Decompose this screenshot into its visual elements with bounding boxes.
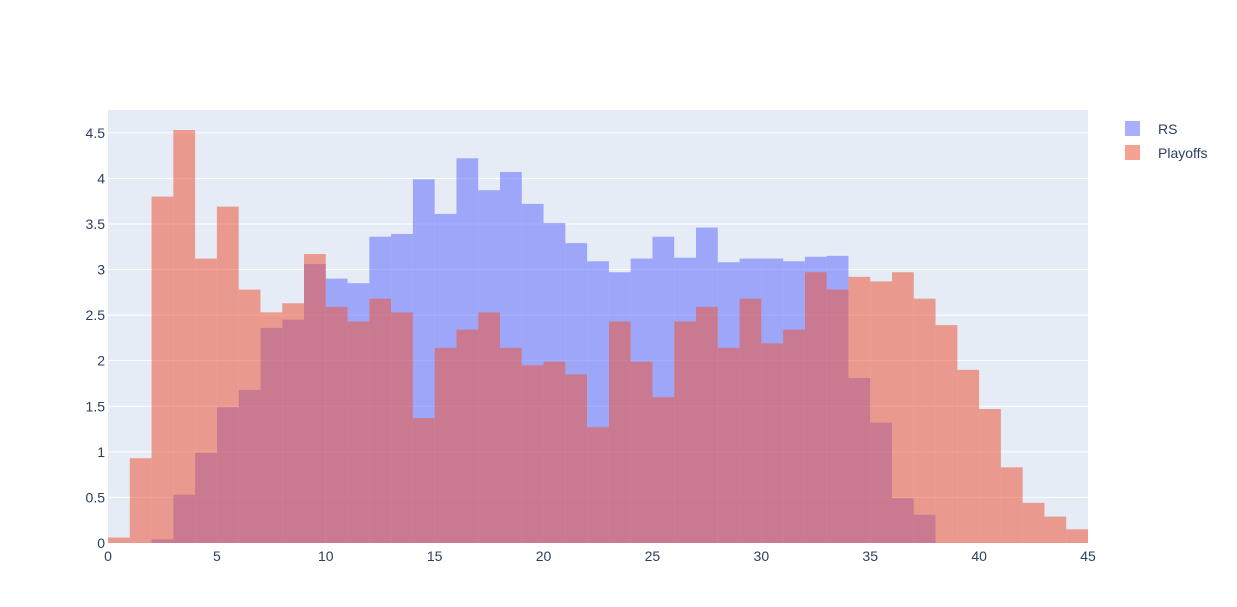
histogram-bars <box>108 130 1088 544</box>
legend-item-rs[interactable]: RS <box>1125 121 1177 137</box>
bar-playoffs[interactable] <box>935 325 958 543</box>
bar-playoffs[interactable] <box>347 321 370 543</box>
bar-playoffs[interactable] <box>652 397 675 543</box>
legend-label-playoffs: Playoffs <box>1158 145 1208 161</box>
bar-playoffs[interactable] <box>608 321 631 543</box>
bar-playoffs[interactable] <box>848 276 871 543</box>
y-tick-label: 1 <box>97 444 105 460</box>
bar-playoffs[interactable] <box>913 298 936 543</box>
bar-playoffs[interactable] <box>151 196 174 543</box>
bar-playoffs[interactable] <box>434 347 457 543</box>
x-tick-label: 20 <box>536 548 552 564</box>
bar-playoffs[interactable] <box>674 321 696 543</box>
y-tick-label: 3 <box>97 262 105 278</box>
bar-playoffs[interactable] <box>500 347 522 543</box>
bar-playoffs[interactable] <box>304 254 326 543</box>
bar-playoffs[interactable] <box>521 365 544 543</box>
series-playoffs <box>108 130 1088 543</box>
x-tick-label: 35 <box>862 548 878 564</box>
y-tick-label: 1.5 <box>86 398 106 414</box>
bar-playoffs[interactable] <box>412 418 435 543</box>
y-tick-label: 4 <box>97 170 105 186</box>
y-tick-label: 0.5 <box>86 489 106 505</box>
x-axis-tick-labels: 0 5 10 15 20 25 30 35 40 45 <box>104 548 1096 564</box>
bar-playoffs[interactable] <box>565 374 588 543</box>
x-tick-label: 40 <box>971 548 987 564</box>
bar-playoffs[interactable] <box>238 289 261 543</box>
bar-playoffs[interactable] <box>739 298 762 543</box>
bar-playoffs[interactable] <box>1000 467 1023 543</box>
bar-playoffs[interactable] <box>216 206 239 543</box>
legend-label-rs: RS <box>1158 121 1177 137</box>
bar-playoffs[interactable] <box>173 130 196 543</box>
bar-playoffs[interactable] <box>587 427 609 543</box>
bar-playoffs[interactable] <box>761 343 784 543</box>
y-axis-tick-labels: 0 0.5 1 1.5 2 2.5 3 3.5 4 4.5 <box>86 125 106 551</box>
bar-playoffs[interactable] <box>391 312 413 543</box>
bar-playoffs[interactable] <box>1066 529 1088 543</box>
bar-playoffs[interactable] <box>478 312 500 543</box>
bar-playoffs[interactable] <box>804 272 827 543</box>
bar-playoffs[interactable] <box>957 369 980 543</box>
y-tick-label: 2 <box>97 353 105 369</box>
bar-playoffs[interactable] <box>696 306 718 543</box>
y-tick-label: 0 <box>97 535 105 551</box>
bar-playoffs[interactable] <box>456 329 479 543</box>
bar-playoffs[interactable] <box>129 458 152 543</box>
y-tick-label: 3.5 <box>86 216 106 232</box>
legend-swatch-rs <box>1125 121 1140 136</box>
bar-playoffs[interactable] <box>892 272 914 543</box>
x-tick-label: 10 <box>318 548 334 564</box>
legend-item-playoffs[interactable]: Playoffs <box>1125 145 1208 161</box>
bar-playoffs[interactable] <box>369 298 392 543</box>
legend-swatch-playoffs <box>1125 145 1140 160</box>
bar-playoffs[interactable] <box>195 258 217 543</box>
bar-playoffs[interactable] <box>826 289 849 543</box>
bar-playoffs[interactable] <box>543 361 566 543</box>
x-tick-label: 30 <box>754 548 770 564</box>
bar-playoffs[interactable] <box>108 537 130 543</box>
bar-playoffs[interactable] <box>870 281 892 543</box>
x-tick-label: 25 <box>645 548 661 564</box>
x-tick-label: 45 <box>1080 548 1096 564</box>
bar-playoffs[interactable] <box>630 361 653 543</box>
bar-playoffs[interactable] <box>260 312 283 543</box>
y-tick-label: 2.5 <box>86 307 106 323</box>
bar-playoffs[interactable] <box>282 303 304 543</box>
bar-playoffs[interactable] <box>717 347 740 543</box>
x-tick-label: 0 <box>104 548 112 564</box>
bar-playoffs[interactable] <box>783 329 805 543</box>
bar-playoffs[interactable] <box>1044 516 1067 543</box>
legend: RS Playoffs <box>1125 121 1208 161</box>
bar-playoffs[interactable] <box>1022 502 1045 543</box>
x-tick-label: 15 <box>427 548 443 564</box>
y-tick-label: 4.5 <box>86 125 106 141</box>
bar-playoffs[interactable] <box>325 306 348 543</box>
x-tick-label: 5 <box>213 548 221 564</box>
bar-playoffs[interactable] <box>979 408 1001 543</box>
